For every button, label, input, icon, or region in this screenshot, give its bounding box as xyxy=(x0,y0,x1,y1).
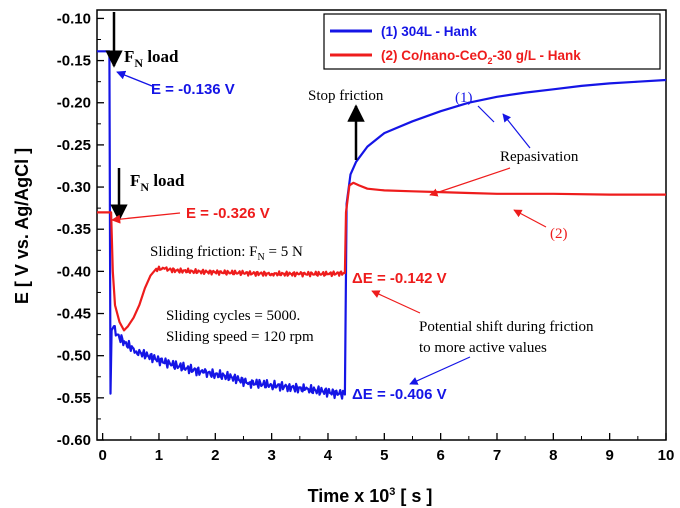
curve-2-arrow xyxy=(513,209,547,228)
e1-arrow xyxy=(116,70,153,87)
x-axis-title-main: Time x 10 xyxy=(308,486,390,506)
repasivation-arrow-1 xyxy=(502,113,531,149)
legend: (1) 304L - Hank (2) Co/nano-CeO2-30 g/L … xyxy=(323,13,661,70)
x-tick-label: 8 xyxy=(549,447,557,464)
curve-1-label: (1) xyxy=(455,90,473,106)
x-tick-label: 1 xyxy=(155,447,163,464)
repasivation-arrow-2 xyxy=(429,167,511,197)
legend-label-2-a: (2) Co/nano-CeO xyxy=(381,48,488,63)
x-tick-label: 9 xyxy=(605,447,613,464)
fn-load-label-top: FN load xyxy=(124,47,179,70)
series-line-2 xyxy=(97,181,666,332)
curve-2-label: (2) xyxy=(550,226,568,242)
x-tick-label: 0 xyxy=(98,447,106,464)
y-axis-title: E [ V vs. Ag/AgCl ] xyxy=(12,148,32,304)
curve-1-arrow xyxy=(477,105,495,123)
y-tick-label: -0.60 xyxy=(57,432,91,449)
series-line-1 xyxy=(97,50,667,400)
y-tick-label: -0.10 xyxy=(57,10,91,27)
y-tick-label: -0.30 xyxy=(57,179,91,196)
legend-label-2-sub: 2 xyxy=(488,56,493,66)
potential-shift-arrow-blue xyxy=(409,356,471,385)
e1-label: E = -0.136 V xyxy=(151,81,235,98)
y-tick-label: -0.50 xyxy=(57,348,91,365)
plot-frame xyxy=(96,9,667,441)
y-tick-label: -0.25 xyxy=(57,137,91,154)
repasivation-label: Repasivation xyxy=(500,149,579,165)
legend-label-2-b: -30 g/L - Hank xyxy=(493,48,582,63)
sliding-friction-label: Sliding friction: FN = 5 N xyxy=(150,244,303,263)
y-tick-label: -0.35 xyxy=(57,221,91,238)
x-tick-label: 2 xyxy=(211,447,219,464)
y-tick-label: -0.15 xyxy=(57,53,91,70)
potential-shift-arrow-red xyxy=(371,290,421,314)
y-tick-label: -0.55 xyxy=(57,390,91,407)
delta-e2-label: ΔE = -0.142 V xyxy=(352,270,447,287)
e2-arrow xyxy=(111,212,181,224)
x-tick-label: 4 xyxy=(324,447,333,464)
legend-box xyxy=(323,13,661,70)
y-tick-label: -0.20 xyxy=(57,95,91,112)
potential-shift-label-2: to more active values xyxy=(419,340,547,356)
legend-label-1: (1) 304L - Hank xyxy=(381,24,477,39)
sliding-cycles-label: Sliding cycles = 5000. xyxy=(166,308,300,324)
delta-e1-label: ΔE = -0.406 V xyxy=(352,386,447,403)
x-tick-label: 5 xyxy=(380,447,388,464)
x-axis-title-sup: 3 xyxy=(389,486,395,498)
sliding-speed-label: Sliding speed = 120 rpm xyxy=(166,329,314,345)
x-tick-label: 10 xyxy=(658,447,675,464)
x-tick-label: 3 xyxy=(267,447,275,464)
stop-friction-label: Stop friction xyxy=(308,88,384,104)
y-tick-label: -0.45 xyxy=(57,306,91,323)
x-axis-title-unit: [ s ] xyxy=(395,486,432,506)
annotations: FN load E = -0.136 V FN load E = -0.326 … xyxy=(105,12,594,403)
potential-shift-label-1: Potential shift during friction xyxy=(419,319,594,335)
x-axis: 0 1 2 3 4 5 6 7 8 9 10 xyxy=(98,433,674,464)
x-axis-title: Time x 103 [ s ] xyxy=(308,486,433,506)
y-tick-label: -0.40 xyxy=(57,263,91,280)
legend-label-2: (2) Co/nano-CeO2-30 g/L - Hank xyxy=(381,48,581,66)
x-tick-label: 6 xyxy=(436,447,444,464)
x-tick-label: 7 xyxy=(493,447,501,464)
y-axis: -0.10 -0.15 -0.20 -0.25 -0.30 -0.35 -0.40 -0.45… xyxy=(57,10,104,449)
fn-load-label-mid: FN load xyxy=(130,171,185,194)
series-layer xyxy=(97,50,667,400)
e2-label: E = -0.326 V xyxy=(186,205,270,222)
